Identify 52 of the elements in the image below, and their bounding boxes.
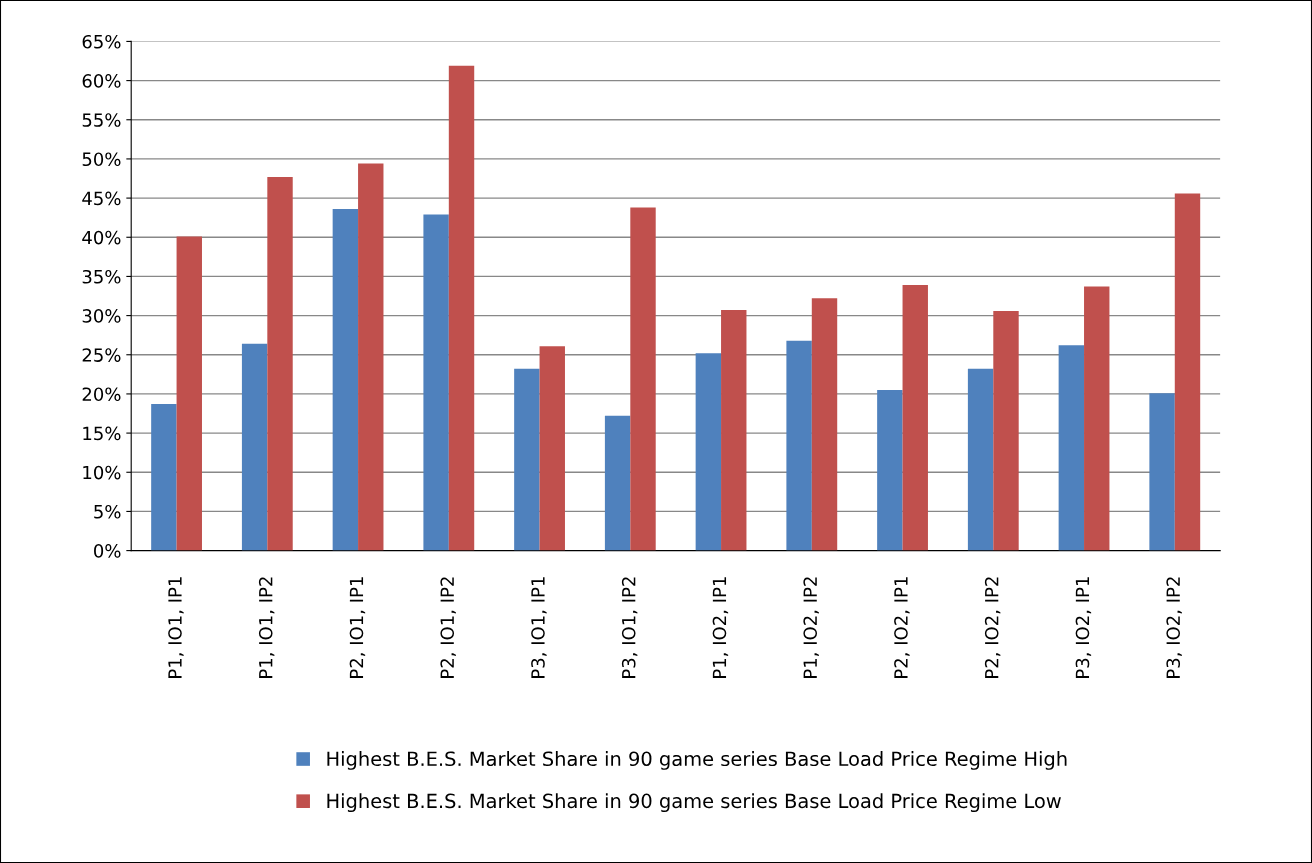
x-tick-label: P2, IO1, IP1 [349,577,366,678]
y-tick-label: 15% [83,426,121,441]
bar [604,415,631,551]
bar [241,343,268,551]
bar [539,346,565,551]
y-tick-label: 35% [82,269,121,284]
x-tick-label: P3, IO2, IP1 [1075,577,1092,678]
x-tick-label: P1, IO2, IP1 [712,577,729,678]
bar [1149,393,1175,551]
bar [332,209,359,551]
bar [514,368,540,551]
y-tick-label: 0% [94,544,121,558]
y-tick-label: 25% [82,348,121,362]
bar [695,353,722,551]
bar [786,340,812,551]
x-tick-label: P1, IO1, IP1 [168,577,184,678]
legend-label: Highest B.E.S. Market Share in 90 game series Base Load Price Regime Low [327,793,1061,813]
x-tick-label: P3, IO1, IP1 [531,577,547,678]
x-tick-label: P3, IO2, IP2 [1166,577,1182,678]
bar [151,404,177,551]
x-tick-label: P1, IO1, IP2 [258,577,275,678]
y-tick-label: 30% [82,309,121,323]
y-tick-label: 60% [82,74,121,88]
bar [902,285,928,551]
bar [1174,193,1201,551]
x-tick-label: P2, IO1, IP2 [440,577,456,678]
bar [1084,286,1110,551]
y-tick-label: 45% [82,191,121,206]
bar [267,176,293,551]
y-tick-label: 20% [82,387,121,402]
x-tick-label: P3, IO1, IP2 [621,577,638,678]
y-tick-label: 55% [82,113,121,127]
legend-label: Highest B.E.S. Market Share in 90 game series Base Load Price Regime High [327,751,1067,770]
bar [811,298,838,551]
y-tick-label: 50% [82,152,121,167]
y-tick-label: 5% [94,504,121,519]
bar [877,390,903,551]
x-tick-label: P2, IO2, IP1 [894,577,910,678]
y-tick-label: 65% [82,34,121,49]
bar [993,310,1019,551]
y-tick-label: 40% [82,230,121,245]
bar [630,207,656,551]
y-tick-label: 10% [83,465,121,480]
bar [721,310,747,551]
x-tick-label: P2, IO2, IP2 [984,577,1001,678]
bar [967,368,994,551]
bar [1058,345,1085,551]
bar [176,236,202,551]
x-tick-label: P1, IO2, IP2 [803,577,819,678]
bar [358,163,384,551]
bar [423,214,449,551]
bar [448,65,475,551]
